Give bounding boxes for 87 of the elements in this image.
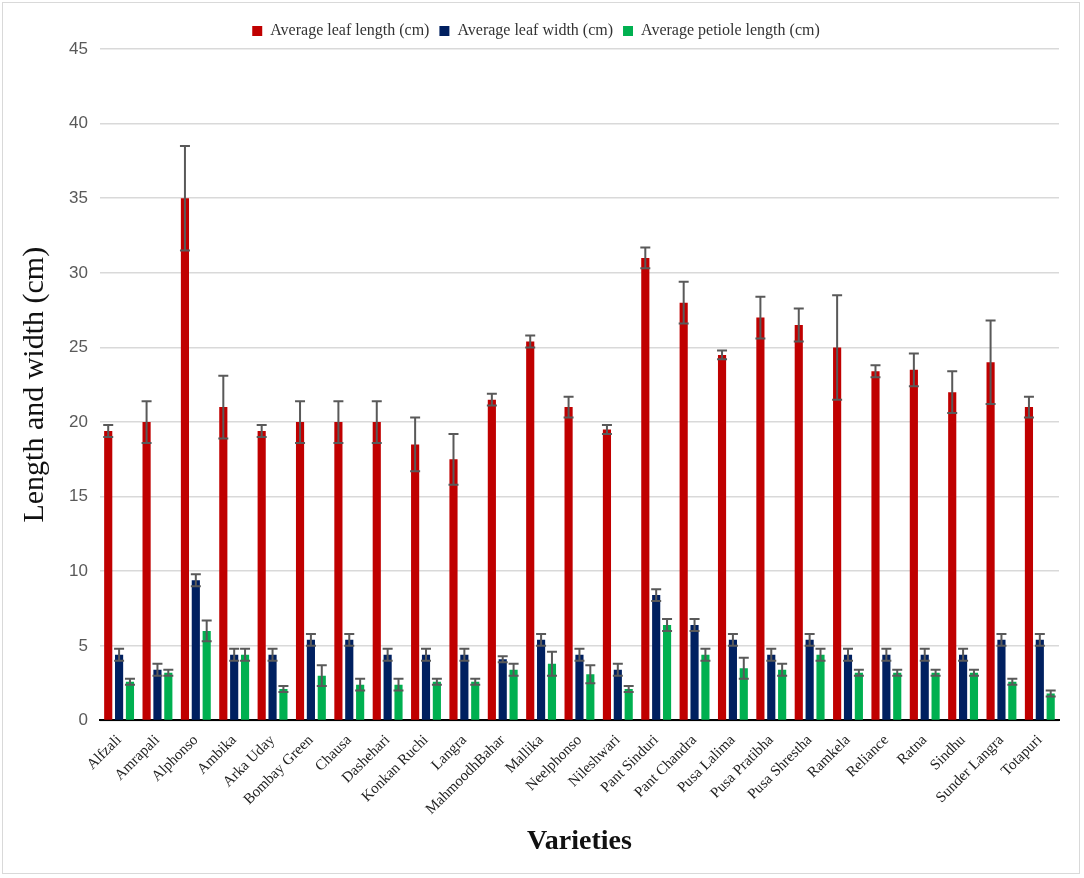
bar	[756, 317, 765, 720]
bar	[728, 639, 737, 720]
bar	[509, 669, 518, 720]
bar	[432, 681, 441, 720]
bar	[411, 444, 420, 720]
bar	[1035, 639, 1044, 720]
bar	[794, 325, 803, 720]
bar	[394, 684, 403, 720]
bar	[920, 654, 929, 720]
bar	[153, 669, 162, 720]
y-tick-label: 45	[68, 38, 88, 58]
bar	[230, 654, 239, 720]
bar	[602, 429, 612, 720]
bar	[1024, 407, 1034, 720]
bar	[778, 669, 787, 720]
bar	[652, 595, 661, 720]
bar	[690, 624, 699, 720]
y-tick-label: 0	[78, 710, 88, 730]
bar	[871, 371, 880, 720]
bar	[997, 639, 1006, 720]
legend-label: Average leaf length (cm)	[270, 21, 430, 40]
y-tick-label: 15	[68, 486, 88, 506]
bar	[180, 198, 190, 720]
bar	[142, 422, 151, 720]
y-tick-label: 35	[68, 187, 88, 207]
bar	[279, 689, 288, 720]
bar	[372, 422, 381, 720]
y-tick-label: 20	[68, 411, 88, 431]
bar	[334, 422, 343, 720]
bar	[125, 681, 135, 720]
bar	[526, 341, 535, 720]
bar	[345, 639, 354, 720]
bar	[191, 580, 200, 720]
bar	[240, 654, 250, 720]
bar	[833, 347, 842, 720]
bar	[295, 422, 305, 720]
bar	[948, 392, 957, 720]
bar	[219, 407, 228, 720]
bar	[931, 672, 940, 720]
y-axis-title: Length and width (cm)	[15, 246, 50, 523]
bar	[547, 663, 557, 720]
bar	[739, 668, 748, 720]
bar	[959, 654, 968, 720]
bar	[383, 654, 392, 720]
bar	[575, 654, 584, 720]
bar	[893, 672, 902, 720]
bar	[1008, 681, 1017, 720]
bar	[564, 407, 573, 720]
y-tick-label: 5	[78, 635, 88, 655]
bar	[449, 459, 458, 720]
bar	[537, 639, 546, 720]
bar	[909, 369, 918, 720]
legend-label: Average leaf width (cm)	[457, 21, 614, 40]
bar	[257, 430, 266, 720]
bar	[624, 689, 633, 720]
y-tick-label: 30	[68, 262, 88, 282]
bar	[767, 654, 776, 720]
bar	[805, 639, 814, 720]
bar	[586, 674, 595, 720]
bar	[613, 669, 622, 720]
bar	[202, 630, 211, 720]
bar	[854, 672, 863, 720]
bar	[115, 654, 124, 720]
bar	[641, 257, 650, 720]
x-axis-title: Varieties	[527, 824, 632, 856]
y-tick-label: 40	[68, 113, 88, 133]
bar	[421, 654, 431, 720]
bar	[816, 654, 825, 720]
y-tick-label: 25	[68, 337, 88, 357]
bar	[679, 302, 688, 720]
bar	[843, 654, 853, 720]
bar	[487, 399, 496, 720]
y-tick-label: 10	[68, 560, 88, 580]
bar	[306, 639, 315, 720]
bar	[717, 354, 727, 720]
bar	[164, 672, 173, 720]
bar	[498, 659, 507, 720]
bar	[460, 654, 469, 720]
bar	[104, 430, 113, 720]
bar	[268, 654, 277, 720]
bar	[471, 681, 480, 720]
legend-label: Average petiole length (cm)	[641, 21, 820, 40]
bar	[969, 672, 979, 720]
bar	[662, 624, 672, 720]
bar	[882, 654, 891, 720]
bar	[986, 362, 995, 720]
bar	[701, 654, 710, 720]
